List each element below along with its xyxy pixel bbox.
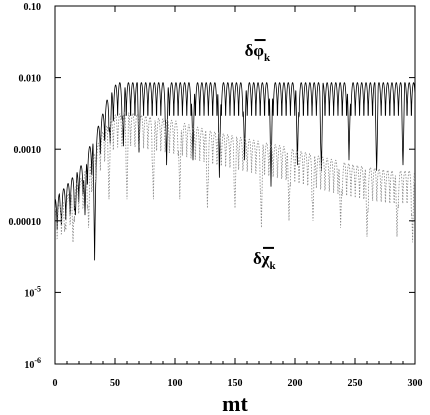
x-tick-label: 100 xyxy=(168,378,183,389)
ticks-layer xyxy=(54,5,416,365)
series-annotation-chi: δχk xyxy=(253,249,276,272)
y-tick-label: 0.0010 xyxy=(14,145,42,156)
x-tick-label: 150 xyxy=(228,378,243,389)
y-tick-label: 0.10 xyxy=(24,2,42,13)
y-tick-label: 0.010 xyxy=(19,74,42,85)
y-tick-label: 10-6 xyxy=(24,356,41,371)
series-line-chi xyxy=(55,112,415,243)
x-tick-label: 0 xyxy=(53,378,58,389)
x-tick-label: 300 xyxy=(408,378,423,389)
y-tick-label: 10-5 xyxy=(24,284,41,299)
tick-labels-layer: 0 50 100 150 200 250 300 10-6 10-5 0.00010 0.0010 0… xyxy=(9,2,423,389)
x-tick-label: 250 xyxy=(348,378,363,389)
y-tick-label: 0.00010 xyxy=(9,217,42,228)
series-layer xyxy=(55,82,415,261)
series-line-phi xyxy=(55,82,415,261)
x-tick-label: 50 xyxy=(110,378,120,389)
x-axis-label: mt xyxy=(222,391,248,415)
series-annotation-phi: δφk xyxy=(245,41,271,64)
x-tick-label: 200 xyxy=(288,378,303,389)
